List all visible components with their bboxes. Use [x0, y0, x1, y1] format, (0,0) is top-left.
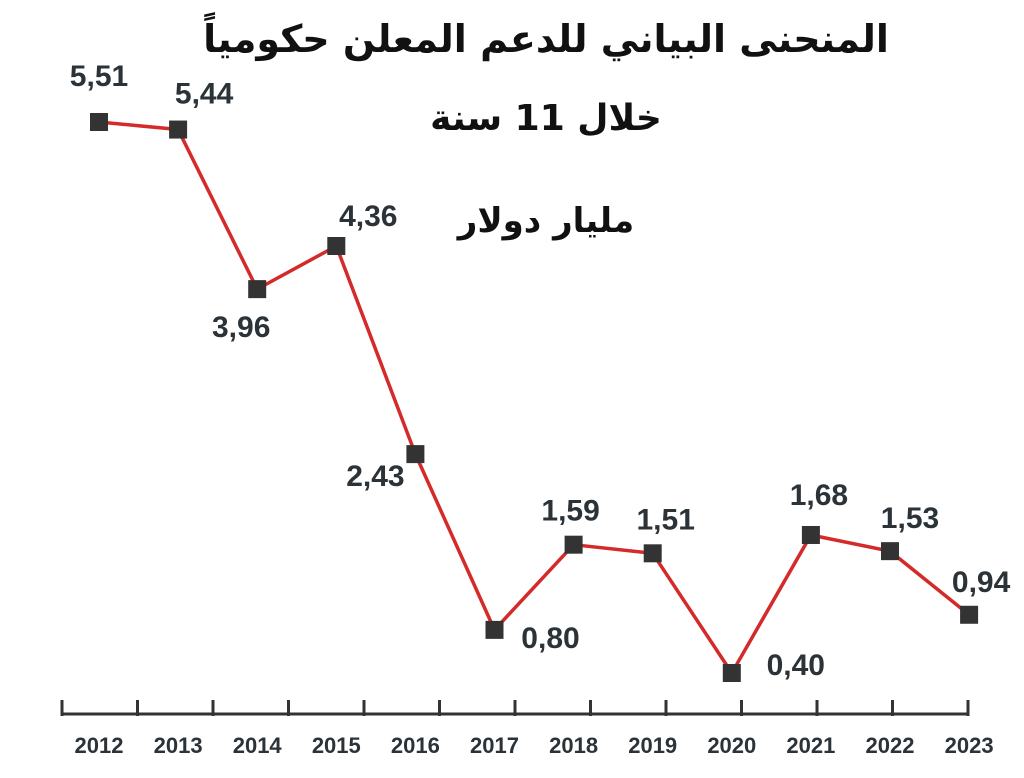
chart-title: المنحنى البياني للدعم المعلن حكومياً: [203, 12, 889, 62]
x-tick-label: 2014: [233, 733, 283, 758]
x-tick-label: 2012: [75, 733, 124, 758]
y-axis-unit-label: مليار دولار: [456, 201, 634, 241]
data-value-label: 5,51: [70, 60, 128, 93]
x-tick-label: 2022: [866, 733, 915, 758]
x-tick-label: 2020: [707, 733, 756, 758]
data-value-label: 0,40: [767, 649, 825, 682]
x-tick-label: 2013: [154, 733, 203, 758]
data-value-label: 1,53: [881, 502, 939, 535]
chart-subtitle: خلال 11 سنة: [430, 98, 662, 139]
x-tick-label: 2019: [628, 733, 677, 758]
data-value-label: 5,44: [175, 78, 234, 111]
data-point-marker: [485, 620, 504, 639]
data-value-label: 1,59: [541, 495, 599, 528]
data-markers: [90, 113, 979, 682]
data-point-marker: [722, 664, 741, 682]
x-tick-label: 2023: [945, 733, 994, 758]
x-tick-label: 2017: [470, 733, 519, 758]
x-tick-label: 2016: [391, 733, 440, 758]
data-point-marker: [327, 237, 346, 256]
data-value-label: 4,36: [339, 200, 397, 233]
x-axis-ticks: [60, 700, 970, 716]
series-line: [98, 120, 971, 675]
data-value-labels: 5,51 5,44 3,96 4,36 2,43 0,80 1,59 1,51 0,40 1,68…: [70, 60, 1011, 682]
data-point-marker: [564, 535, 583, 554]
x-tick-label: 2021: [786, 733, 835, 758]
x-tick-label: 2015: [312, 733, 361, 758]
data-point-marker: [406, 445, 425, 464]
data-value-label: 0,80: [521, 622, 579, 655]
data-point-marker: [960, 605, 979, 624]
x-tick-label: 2018: [549, 733, 598, 758]
data-point-marker: [801, 525, 820, 544]
data-point-marker: [248, 280, 267, 299]
data-point-marker: [643, 544, 662, 563]
data-value-label: 1,51: [637, 503, 695, 536]
data-value-label: 2,43: [346, 460, 404, 493]
x-axis-tick-labels: 2012 2013 2014 2015 2016 2017 2018 2019 2020 2021…: [75, 733, 994, 758]
data-value-label: 1,68: [790, 479, 848, 512]
data-point-marker: [881, 542, 899, 561]
data-point-marker: [90, 113, 108, 131]
data-value-label: 0,94: [952, 566, 1011, 599]
data-value-label: 3,96: [212, 311, 270, 344]
data-point-marker: [169, 120, 188, 139]
